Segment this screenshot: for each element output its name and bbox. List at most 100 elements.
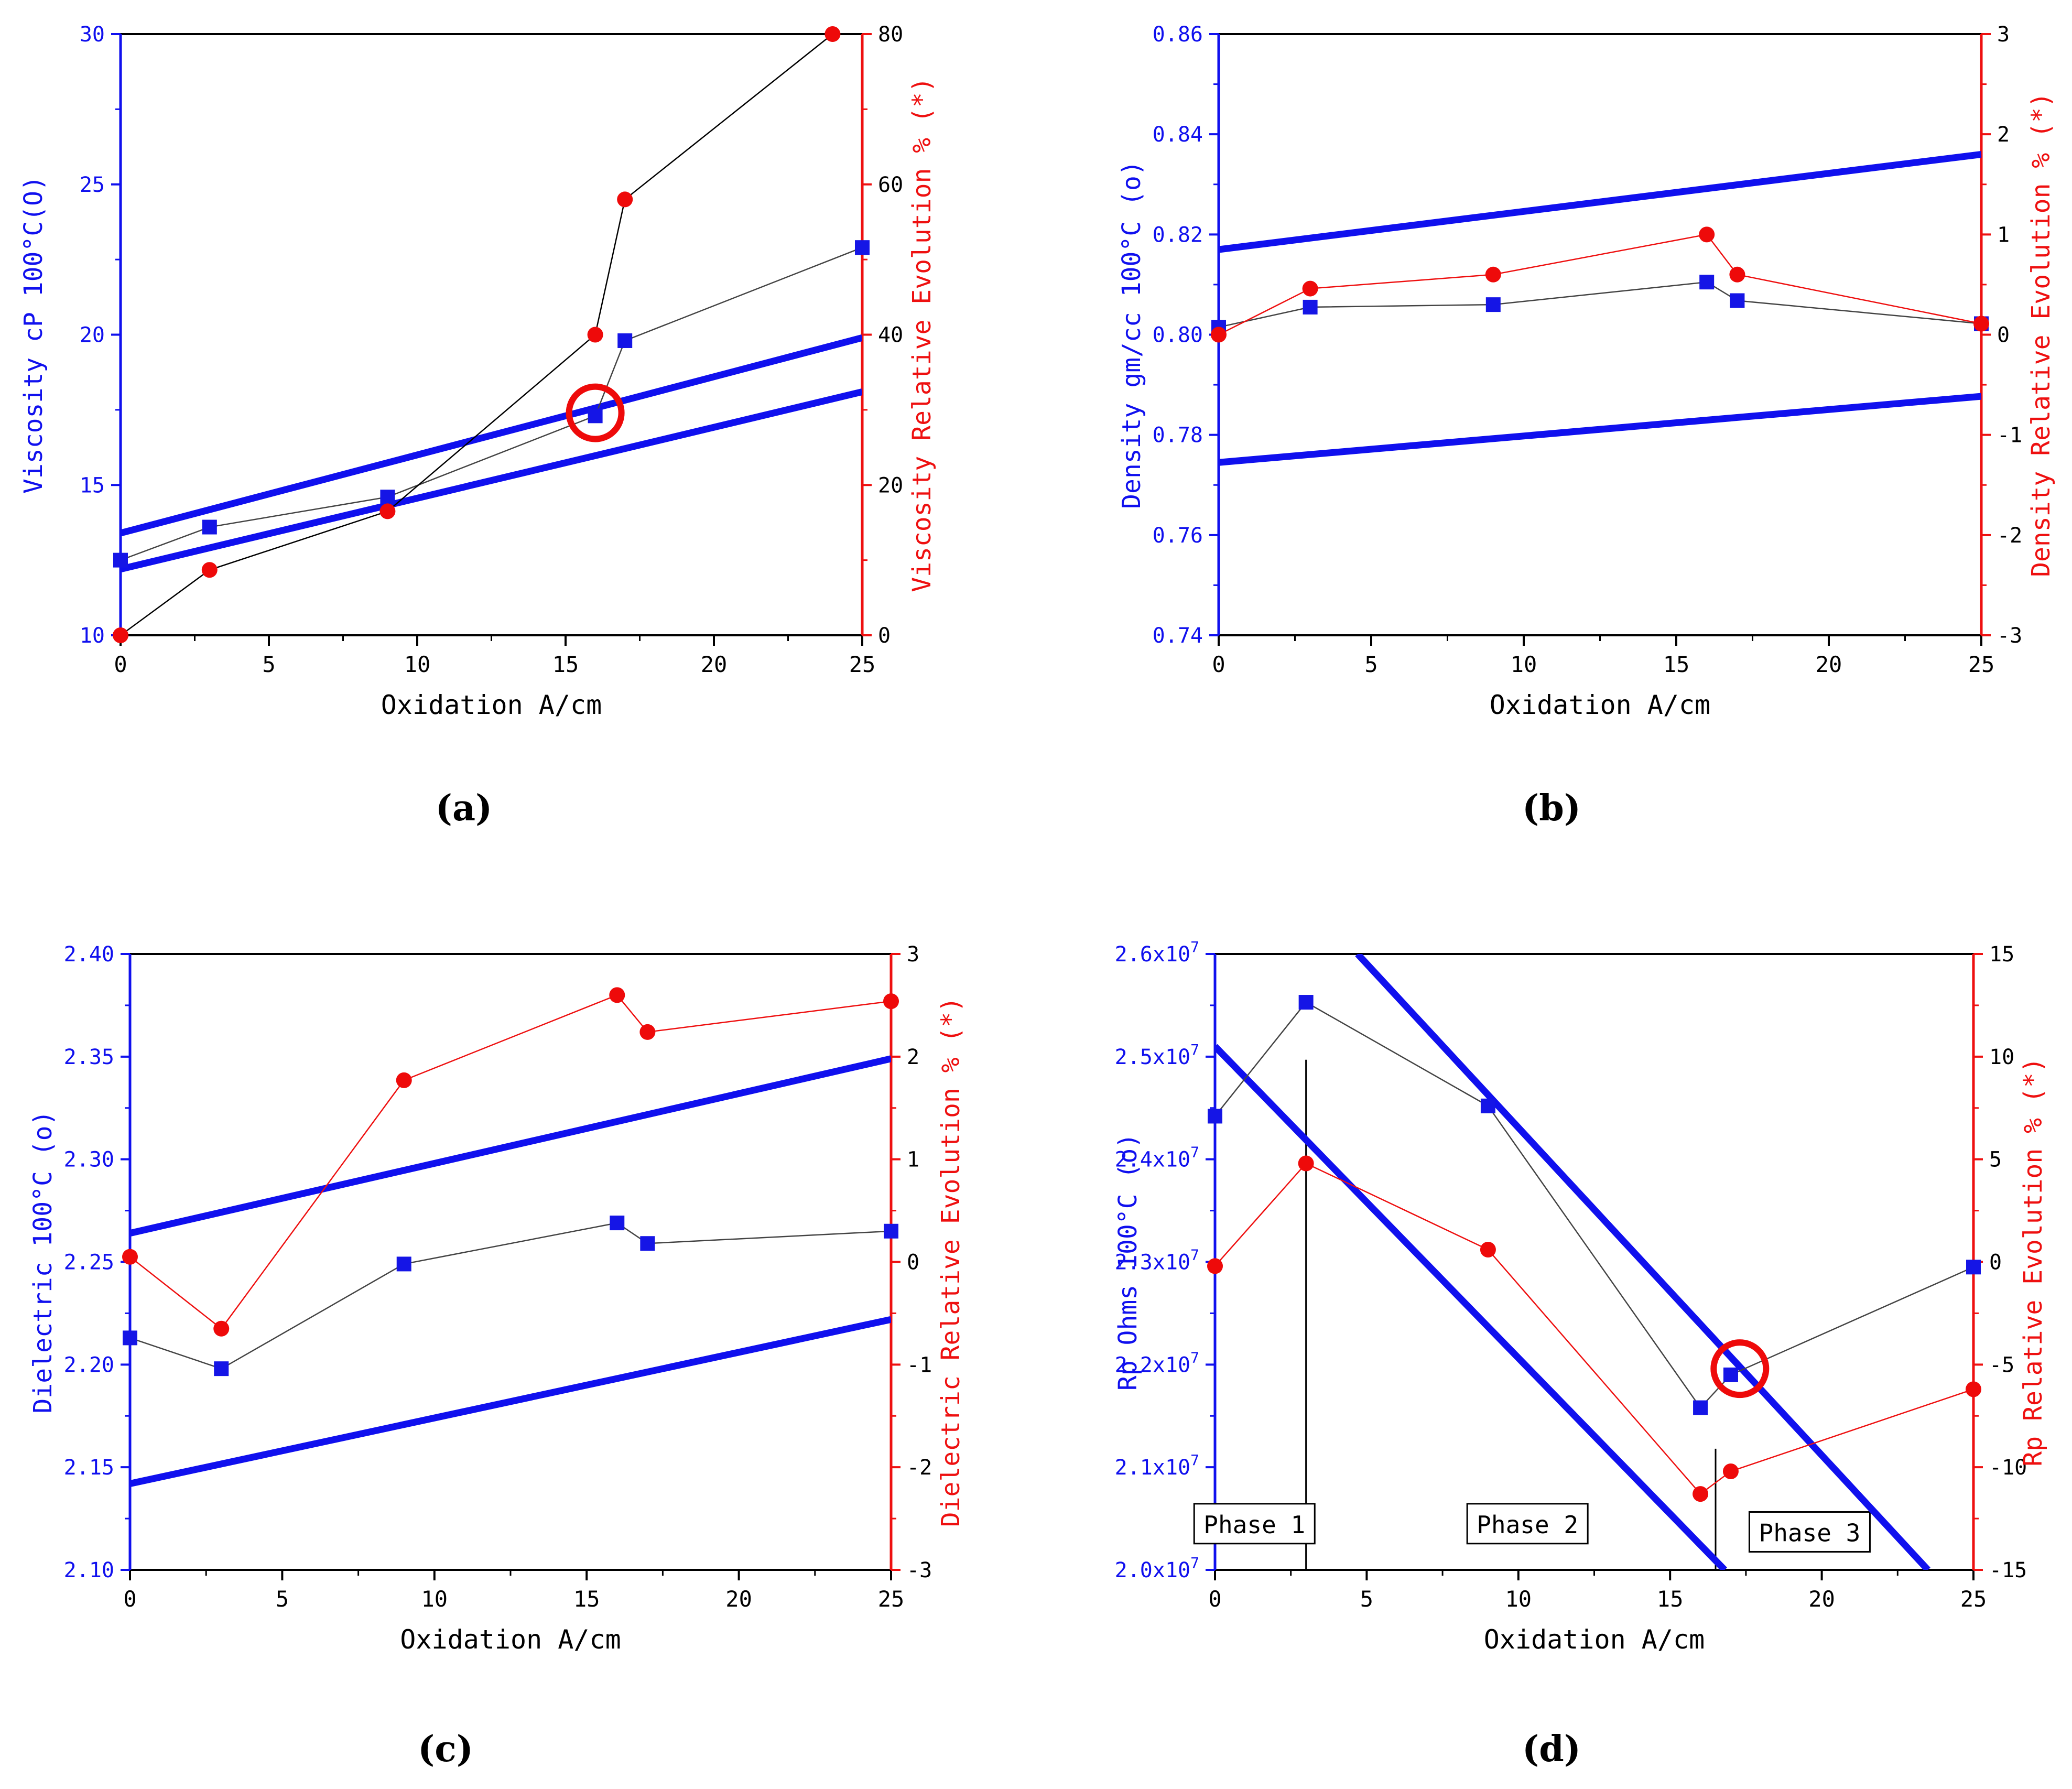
left-y-tick-value: 0.78 (1153, 424, 1203, 448)
left-y-tick-value: 2.6x10 (1115, 942, 1191, 967)
highlight-circle (1710, 1339, 1770, 1398)
x-axis-label: Oxidation A/cm (1484, 1624, 1705, 1655)
square-marker (1699, 275, 1715, 290)
left-y-tick-value: 2.25 (64, 1251, 114, 1275)
left-y-tick-value: 0.74 (1153, 624, 1203, 648)
x-tick-label: 5 (276, 1586, 289, 1612)
square-marker (214, 1361, 229, 1376)
left-y-tick-label: 2.2x107 (1115, 1349, 1199, 1377)
left-y-tick-label: 2.4x107 (1115, 1144, 1199, 1172)
right-y-tick-label: 0 (907, 1251, 919, 1275)
right-y-axis-label: Rp Relative Evolution % (*) (2019, 1057, 2048, 1466)
x-tick-label: 25 (878, 1586, 905, 1612)
circle-marker (396, 1072, 412, 1088)
circle-marker (825, 26, 841, 42)
left-y-tick-label: 15 (80, 473, 105, 497)
left-y-tick-value: 2.40 (64, 942, 114, 967)
left-y-tick-label: 0.84 (1153, 123, 1203, 147)
square-marker (1480, 1098, 1495, 1113)
circle-marker (122, 1249, 138, 1265)
left-y-tick-label: 0.78 (1153, 424, 1203, 448)
circle-marker (1966, 1381, 1981, 1397)
circle-marker (1207, 1258, 1223, 1274)
circle-marker (1480, 1242, 1496, 1257)
phase-label-1: Phase 1 (1193, 1503, 1316, 1545)
right-y-tick-label: 1 (1997, 223, 2010, 247)
panel-label: (c) (418, 1728, 473, 1770)
x-tick-label: 20 (725, 1586, 752, 1612)
phase-label-text: Phase 2 (1477, 1511, 1578, 1539)
left-y-tick-value: 0.84 (1153, 123, 1203, 147)
phase-label-box (1748, 1511, 1871, 1553)
left-y-tick-label: 2.35 (64, 1045, 114, 1069)
square-marker (380, 490, 395, 505)
right-y-tick-label: 40 (878, 323, 903, 348)
circle-marker (379, 503, 396, 519)
left-y-tick-exponent: 7 (1190, 1041, 1199, 1058)
x-axis-label: Oxidation A/cm (1490, 690, 1710, 720)
circle-marker (1729, 266, 1745, 283)
x-tick-label: 5 (1360, 1586, 1373, 1612)
series-right-line (1214, 1162, 1974, 1495)
left-y-tick-label: 2.5x107 (1115, 1041, 1199, 1069)
left-y-tick-exponent: 7 (1190, 1349, 1199, 1366)
left-y-tick-label: 2.25 (64, 1251, 114, 1275)
left-y-tick-value: 2.3x10 (1115, 1251, 1191, 1275)
left-y-tick-exponent: 7 (1190, 1246, 1199, 1264)
left-y-tick-value: 0.82 (1153, 223, 1203, 247)
trend-line (121, 334, 862, 537)
right-y-tick-label: -3 (1997, 624, 2022, 648)
circle-marker (1722, 1463, 1739, 1479)
chart-d: 0 5 10 15 20 252.0x1072.1x1072.2x1072.3x1072.… (1113, 938, 2048, 1770)
left-y-tick-exponent: 7 (1190, 1554, 1199, 1571)
circle-marker (1693, 1486, 1709, 1502)
left-y-tick-label: 2.20 (64, 1353, 114, 1377)
series-left-line (1214, 1001, 1974, 1409)
left-y-tick-value: 20 (80, 323, 105, 348)
right-y-tick-label: 3 (1997, 23, 2010, 47)
left-y-tick-value: 2.5x10 (1115, 1045, 1191, 1069)
right-y-tick-label: 3 (907, 942, 919, 967)
left-y-tick-label: 0.82 (1153, 223, 1203, 247)
circle-marker (1973, 316, 1989, 332)
left-y-tick-value: 10 (80, 624, 105, 648)
series-right-line (129, 994, 892, 1330)
square-marker (884, 1223, 898, 1239)
left-y-axis-label: Viscosity cP 100°C(O) (19, 176, 48, 494)
trend-line (121, 388, 862, 573)
circle-marker (883, 993, 899, 1010)
circle-marker (1211, 327, 1227, 343)
left-y-tick-value: 0.80 (1153, 323, 1203, 348)
x-tick-label: 20 (1808, 1586, 1835, 1612)
trend-lines (1219, 150, 1981, 466)
square-marker (396, 1256, 411, 1272)
right-y-tick-label: 20 (878, 473, 903, 497)
square-marker (202, 519, 217, 535)
right-y-tick-label: 0 (1989, 1251, 2002, 1275)
right-y-tick-label: 2 (907, 1045, 919, 1069)
right-y-axis-label: Dielectric Relative Evolution % (*) (936, 997, 966, 1527)
square-marker (610, 1216, 625, 1231)
square-marker (1966, 1260, 1981, 1275)
x-tick-label: 25 (1960, 1586, 1987, 1612)
x-tick-label: 25 (849, 652, 876, 677)
square-marker (1303, 299, 1318, 315)
square-marker (1208, 1109, 1222, 1124)
square-marker (1723, 1367, 1738, 1382)
circle-marker (617, 191, 633, 208)
trend-line (1215, 1044, 1728, 1570)
right-y-tick-label: -1 (1997, 424, 2022, 448)
x-tick-label: 5 (262, 652, 275, 677)
highlight-circle (566, 383, 625, 442)
left-y-tick-value: 2.1x10 (1115, 1456, 1191, 1480)
trend-line (130, 1316, 891, 1487)
series-left-line (1218, 281, 1982, 328)
left-y-tick-label: 2.1x107 (1115, 1451, 1199, 1480)
left-y-tick-value: 0.86 (1153, 23, 1203, 47)
right-y-tick-label: 5 (1989, 1148, 2002, 1172)
series-right-line (120, 34, 833, 636)
x-axis-label: Oxidation A/cm (400, 1624, 621, 1655)
right-y-tick-label: -10 (1989, 1456, 2027, 1480)
